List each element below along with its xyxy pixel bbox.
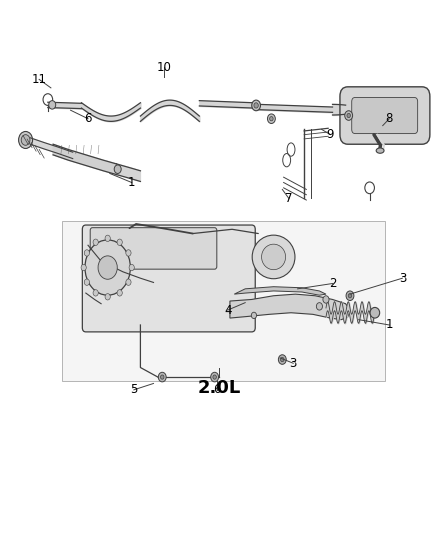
Text: 6: 6	[84, 112, 92, 125]
Circle shape	[93, 239, 98, 245]
Circle shape	[85, 240, 131, 295]
Text: 1: 1	[385, 319, 393, 332]
Circle shape	[105, 235, 110, 241]
Circle shape	[84, 250, 89, 256]
Circle shape	[346, 291, 354, 301]
Circle shape	[270, 117, 273, 121]
Circle shape	[254, 103, 258, 108]
Circle shape	[81, 264, 86, 271]
Text: 10: 10	[157, 61, 172, 74]
Text: 3: 3	[290, 357, 297, 370]
Circle shape	[213, 375, 216, 379]
Circle shape	[251, 312, 257, 319]
Circle shape	[84, 279, 89, 285]
Text: 5: 5	[130, 383, 138, 397]
Text: 2.0L: 2.0L	[198, 379, 240, 397]
FancyBboxPatch shape	[82, 225, 255, 332]
Circle shape	[126, 250, 131, 256]
FancyBboxPatch shape	[352, 98, 418, 134]
Circle shape	[105, 294, 110, 300]
Polygon shape	[53, 144, 117, 174]
Text: 9: 9	[327, 128, 334, 141]
Text: 8: 8	[385, 112, 393, 125]
Polygon shape	[117, 164, 141, 181]
Circle shape	[316, 303, 322, 310]
Text: 4: 4	[224, 304, 231, 317]
Circle shape	[126, 279, 131, 285]
Text: 2: 2	[329, 277, 336, 290]
Text: 3: 3	[399, 272, 406, 285]
Circle shape	[279, 355, 286, 365]
Text: 11: 11	[32, 73, 46, 86]
Circle shape	[18, 132, 32, 149]
Bar	[62, 221, 385, 381]
Circle shape	[158, 372, 166, 382]
Polygon shape	[230, 294, 350, 320]
Circle shape	[323, 296, 329, 303]
Polygon shape	[234, 287, 326, 295]
Ellipse shape	[252, 235, 295, 279]
Polygon shape	[30, 138, 73, 159]
Circle shape	[114, 165, 121, 173]
Circle shape	[345, 111, 353, 120]
Circle shape	[281, 358, 284, 362]
Circle shape	[268, 114, 276, 124]
Text: 7: 7	[285, 192, 293, 205]
Circle shape	[98, 256, 117, 279]
Circle shape	[129, 264, 134, 271]
Circle shape	[252, 100, 261, 111]
Ellipse shape	[370, 308, 380, 318]
Circle shape	[160, 375, 164, 379]
Circle shape	[93, 290, 98, 296]
Text: 1: 1	[128, 176, 135, 189]
Ellipse shape	[376, 148, 384, 154]
Ellipse shape	[261, 244, 286, 270]
Text: 6: 6	[213, 383, 221, 397]
Circle shape	[49, 101, 56, 109]
FancyBboxPatch shape	[90, 228, 217, 269]
Circle shape	[117, 290, 122, 296]
FancyBboxPatch shape	[340, 87, 430, 144]
Circle shape	[348, 294, 352, 298]
Circle shape	[347, 114, 350, 118]
Circle shape	[211, 372, 219, 382]
Circle shape	[117, 239, 122, 245]
Circle shape	[21, 135, 30, 146]
